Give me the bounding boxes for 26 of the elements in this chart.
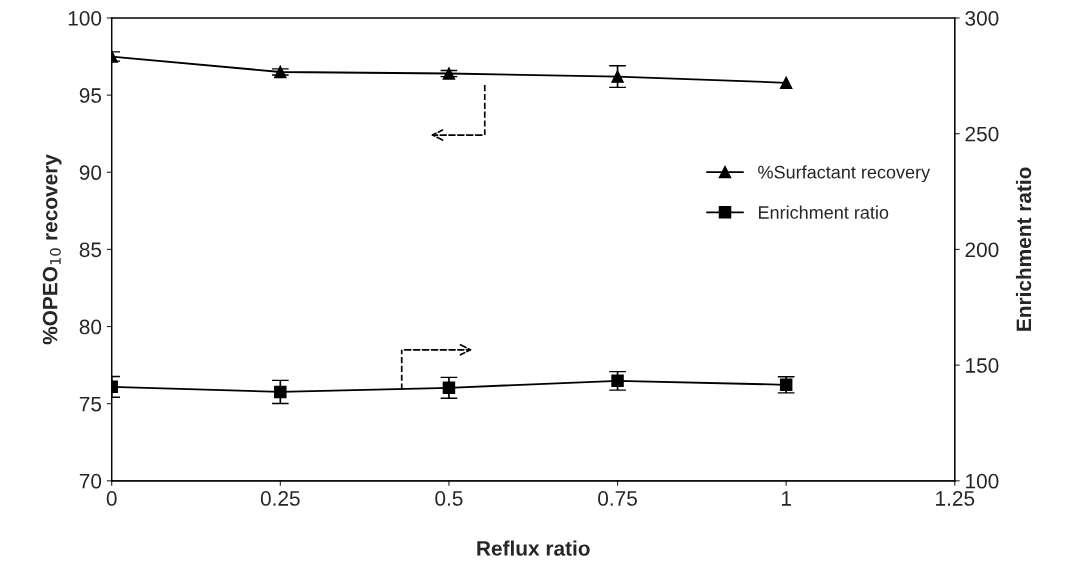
y-tick-label: 100 [68, 10, 102, 26]
y-tick-label: 90 [79, 165, 102, 181]
point [779, 76, 793, 90]
y2-tick-label: 100 [966, 473, 999, 489]
y2-tick-label: 250 [965, 126, 999, 142]
x-axis-title: Reflux ratio [477, 540, 590, 556]
point [611, 374, 624, 388]
x-tick-label: 0.25 [260, 491, 300, 506]
y2-tick-label: 150 [966, 358, 999, 373]
x-tick-label: 0 [106, 491, 117, 506]
x-tick-label: 0.5 [435, 491, 463, 506]
x-tick-label: 1.25 [936, 491, 975, 506]
y-axis-title: %OPEO$_{10}$ recovery [42, 154, 62, 345]
y2-tick-label: 300 [965, 10, 999, 26]
y-tick-label: 80 [79, 319, 102, 335]
y-tick-label: 75 [79, 396, 102, 412]
legend-label: Enrichment ratio [758, 205, 889, 219]
x-tick-label: 1 [781, 491, 791, 506]
y2-axis-title: Enrichment ratio [1015, 167, 1032, 331]
x-tick-label: 0.75 [598, 491, 637, 506]
legend-label: %Surfactant recovery [758, 165, 931, 183]
y2-tick-label: 200 [965, 242, 999, 258]
y-tick-label: 85 [79, 242, 102, 258]
point [611, 70, 624, 83]
y-tick-label: 95 [79, 88, 102, 103]
y-tick-label: 70 [79, 473, 102, 489]
